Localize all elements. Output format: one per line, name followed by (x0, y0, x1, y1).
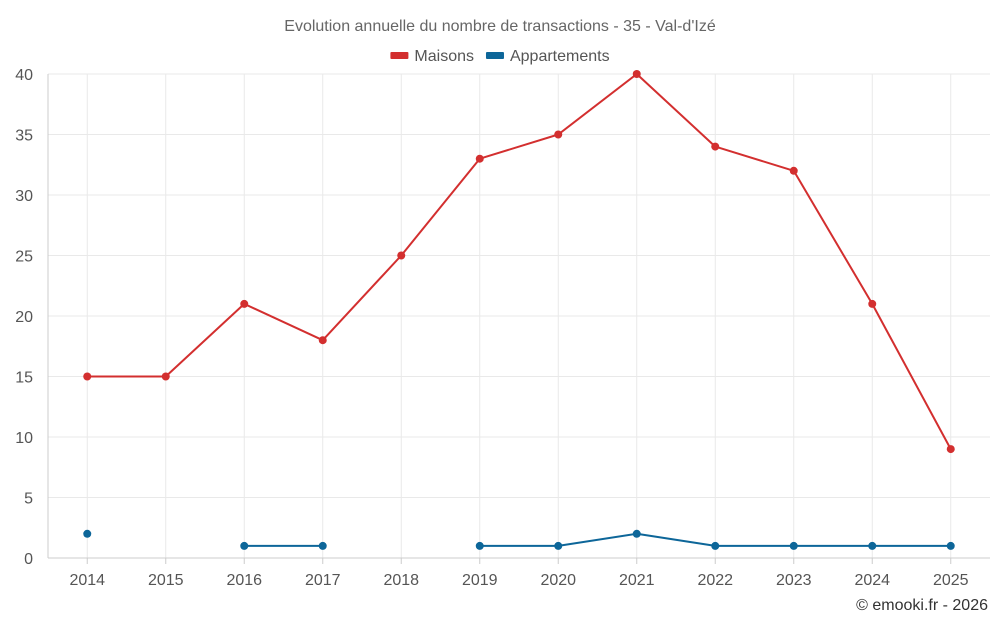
grid (48, 73, 990, 558)
data-point-appartements (789, 541, 798, 550)
series-maisons (83, 70, 955, 454)
y-tick-label: 25 (15, 249, 33, 266)
data-point-appartements (240, 541, 249, 550)
x-tick-label: 2021 (619, 572, 655, 589)
x-tick-label: 2020 (540, 572, 576, 589)
y-tick-label: 5 (24, 491, 33, 508)
legend-item: Appartements (485, 48, 610, 65)
x-tick-label: 2017 (305, 572, 341, 589)
y-tick-label: 0 (24, 551, 33, 568)
data-point-appartements (632, 529, 641, 538)
data-point-maisons (475, 154, 484, 163)
x-tick-label: 2018 (383, 572, 419, 589)
data-point-appartements (946, 541, 955, 550)
x-tick-label: 2015 (148, 572, 184, 589)
x-tick-label: 2022 (697, 572, 733, 589)
data-point-maisons (161, 372, 170, 381)
x-tick-label: 2019 (462, 572, 498, 589)
data-point-maisons (397, 251, 406, 260)
x-tick-label: 2016 (226, 572, 262, 589)
data-point-appartements (83, 529, 92, 538)
data-point-appartements (318, 541, 327, 550)
data-point-maisons (83, 372, 92, 381)
series-appartements (83, 529, 955, 550)
x-tick-label: 2024 (854, 572, 890, 589)
y-tick-label: 35 (15, 128, 33, 145)
x-tick-label: 2023 (776, 572, 812, 589)
data-point-appartements (475, 541, 484, 550)
y-tick-label: 20 (15, 309, 33, 326)
y-tick-label: 30 (15, 188, 33, 205)
data-point-maisons (554, 130, 563, 139)
legend-swatch (390, 52, 409, 59)
data-point-appartements (711, 541, 720, 550)
data-point-maisons (711, 142, 720, 151)
x-tick-label: 2014 (69, 572, 105, 589)
legend-swatch (485, 52, 504, 59)
y-tick-label: 40 (15, 67, 33, 84)
data-point-maisons (632, 70, 641, 78)
series-group (83, 70, 955, 550)
data-point-appartements (868, 541, 877, 550)
series-line-maisons (87, 73, 952, 450)
legend-label: Appartements (510, 48, 610, 65)
credit-text: © emooki.fr - 2026 (856, 597, 988, 614)
chart-title: Evolution annuelle du nombre de transact… (284, 18, 716, 35)
data-point-maisons (868, 299, 877, 308)
y-tick-label: 15 (15, 370, 33, 387)
y-tick-label: 10 (15, 430, 33, 447)
legend-item: Maisons (390, 48, 474, 65)
x-tick-label: 2025 (933, 572, 969, 589)
legend: Maisons Appartements (390, 48, 610, 65)
data-point-maisons (946, 445, 955, 454)
data-point-maisons (318, 336, 327, 345)
legend-label: Maisons (414, 48, 474, 65)
data-point-maisons (789, 166, 798, 175)
data-point-maisons (240, 299, 249, 308)
data-point-appartements (554, 541, 563, 550)
